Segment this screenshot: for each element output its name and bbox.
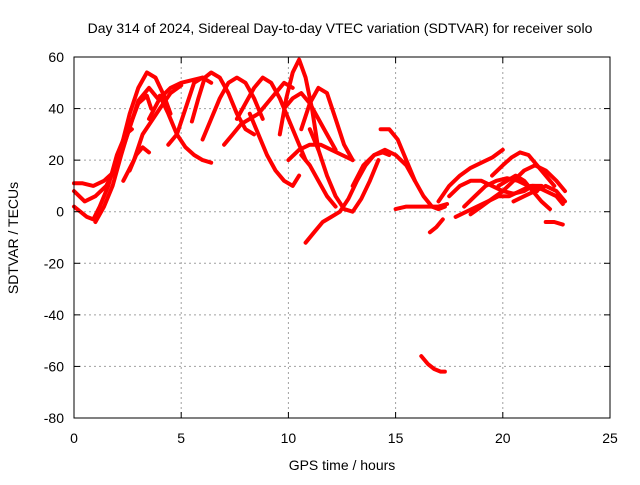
x-axis-label: GPS time / hours bbox=[289, 457, 396, 473]
series-arc26 bbox=[427, 217, 445, 235]
series-arc1 bbox=[72, 70, 173, 188]
y-tick-label: -40 bbox=[44, 307, 64, 323]
y-axis-label: SDTVAR / TECUs bbox=[5, 182, 21, 294]
x-tick-label: 5 bbox=[177, 430, 185, 446]
series-arc18 bbox=[286, 142, 355, 163]
series-arc32 bbox=[490, 150, 557, 188]
series-arc17 bbox=[299, 85, 355, 163]
y-tick-label: -60 bbox=[44, 358, 64, 374]
series-arc27 bbox=[436, 147, 505, 204]
series-arc11 bbox=[200, 75, 265, 142]
series-arc19 bbox=[299, 153, 338, 209]
series-arc24 bbox=[393, 202, 450, 212]
y-tick-label: 20 bbox=[48, 152, 64, 168]
y-tick-label: 40 bbox=[48, 101, 64, 117]
x-tick-label: 15 bbox=[388, 430, 404, 446]
plot-frame bbox=[73, 56, 611, 419]
series-arc4 bbox=[93, 93, 154, 224]
series-arc36 bbox=[543, 220, 565, 227]
series-arc25 bbox=[419, 354, 447, 374]
y-tick-label: 60 bbox=[48, 49, 64, 65]
series-arc35 bbox=[533, 183, 565, 206]
x-tick-label: 10 bbox=[281, 430, 297, 446]
series-arc33 bbox=[496, 173, 552, 212]
series-arc12 bbox=[222, 80, 295, 147]
series-arc8 bbox=[157, 93, 214, 165]
series-arc9 bbox=[166, 75, 205, 147]
series-arc13 bbox=[234, 75, 308, 163]
series-arc23 bbox=[378, 127, 447, 212]
axis-ticks: 0 5 10 15 20 25 -80 -60 -40 -20 0 20 40 60 bbox=[44, 49, 618, 446]
y-tick-label: 0 bbox=[56, 204, 64, 220]
x-tick-label: 25 bbox=[602, 430, 618, 446]
y-tick-label: -20 bbox=[44, 255, 64, 271]
series-arc3 bbox=[72, 127, 134, 222]
y-tick-label: -80 bbox=[44, 410, 64, 426]
series-arc14 bbox=[247, 111, 302, 188]
data-series bbox=[72, 57, 567, 374]
series-arc21 bbox=[307, 127, 381, 214]
x-tick-label: 0 bbox=[70, 430, 78, 446]
x-tick-label: 20 bbox=[495, 430, 511, 446]
series-arc7 bbox=[127, 145, 151, 173]
chart-title: Day 314 of 2024, Sidereal Day-to-day VTE… bbox=[88, 20, 593, 36]
